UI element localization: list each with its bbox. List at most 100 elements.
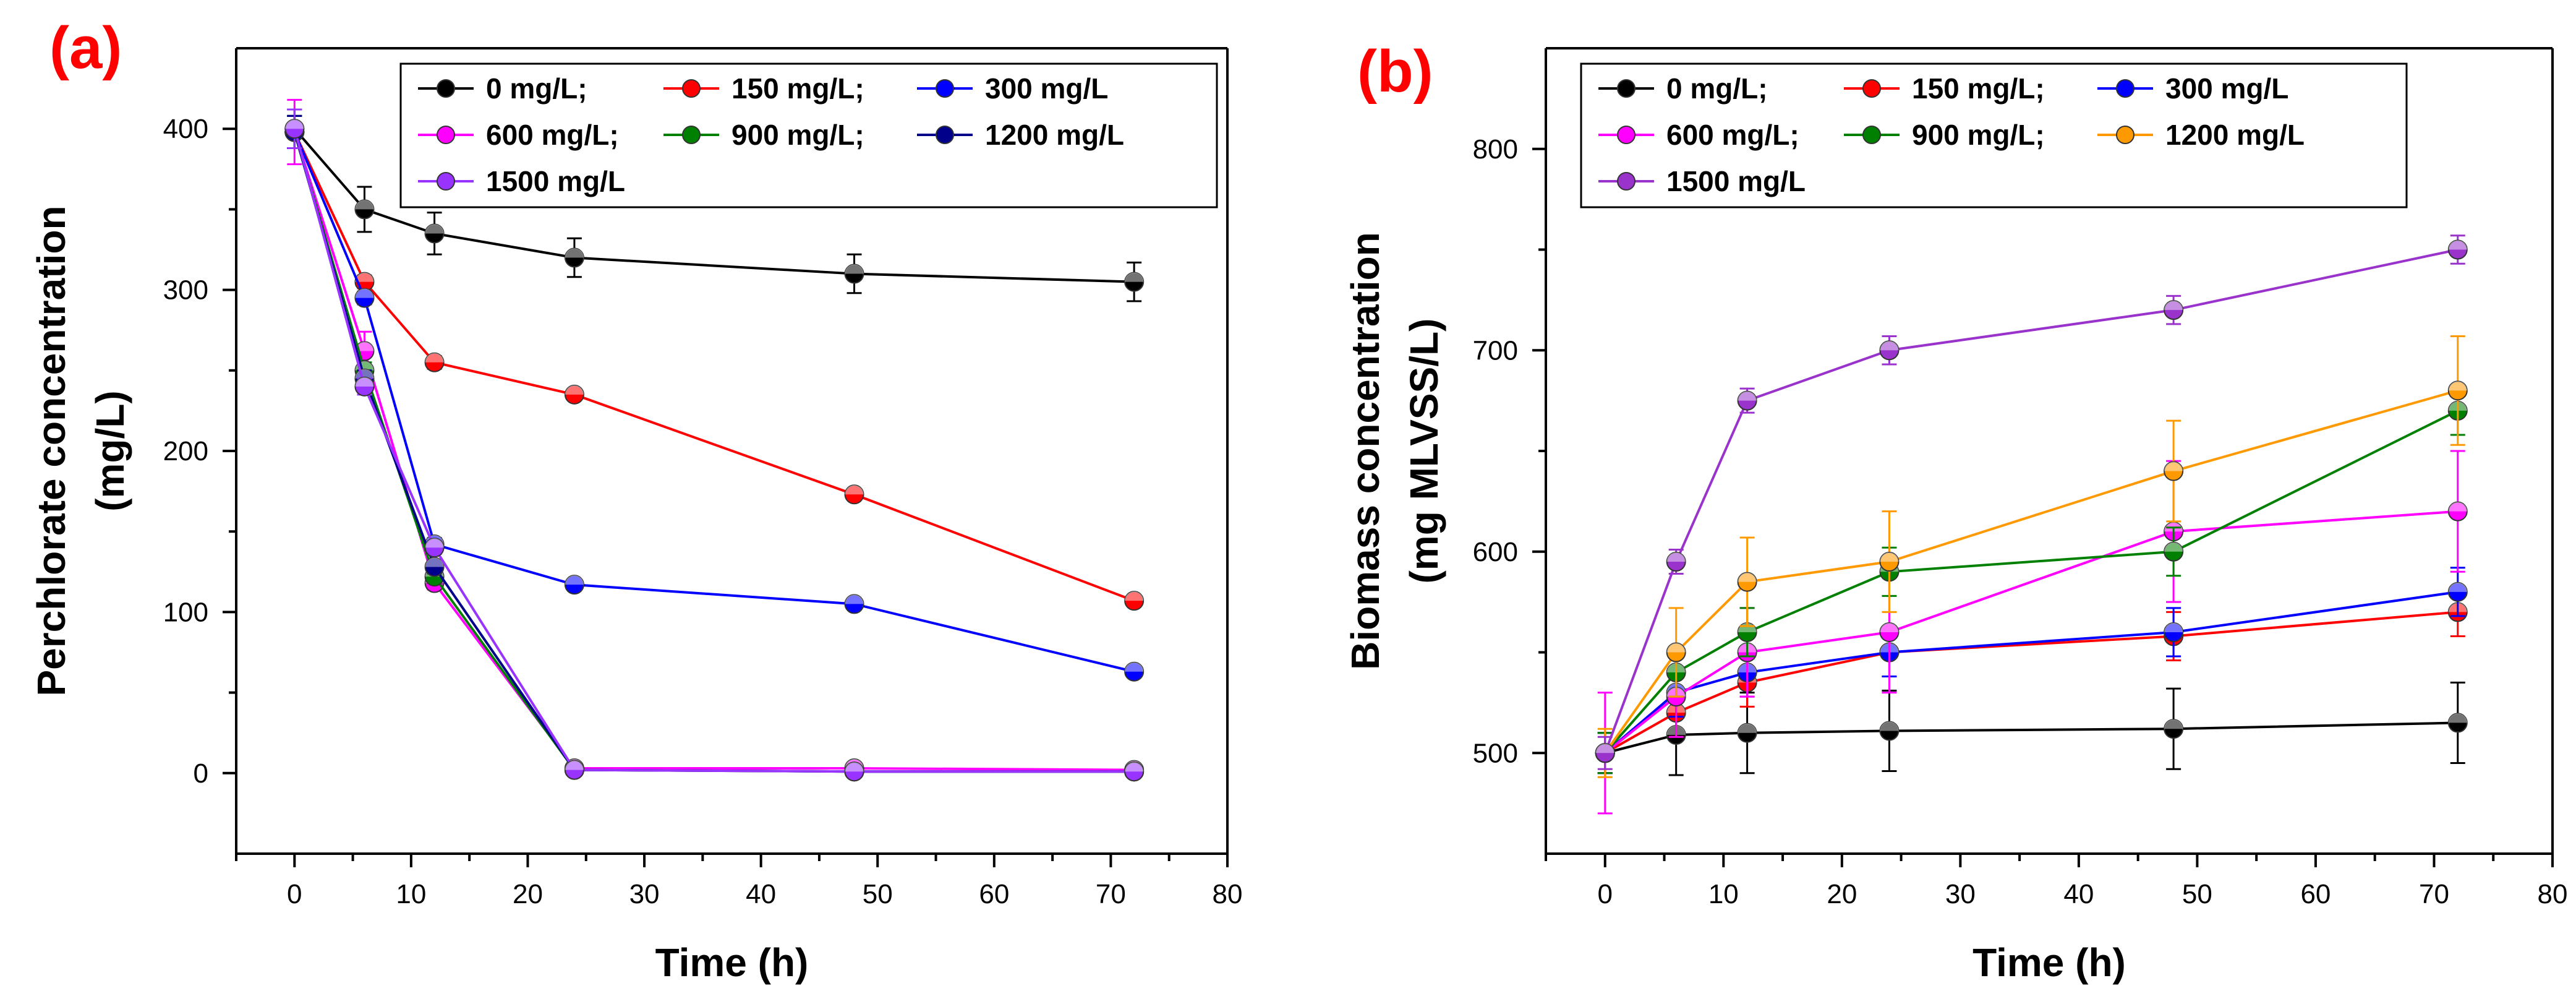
legend-label-a: 0 mg/L;: [486, 72, 587, 105]
series-line-a-1: [293, 131, 1135, 603]
y-axis-title-b: Biomass concentration: [1343, 232, 1388, 670]
panel-a-chart: (a) 0 10 20 30 40 50 60 70 80 0 100 200 300 400 Time (h…: [29, 15, 1242, 985]
legend-label-a: 300 mg/L: [985, 72, 1108, 105]
marker-highlight-a: [565, 385, 584, 395]
legend-b: 0 mg/L; 150 mg/L; 300 mg/L 600 mg/L; 900 mg/…: [1580, 62, 2408, 208]
data-point-b: [2447, 380, 2468, 401]
x-tick-label-b: 0: [1598, 879, 1613, 909]
data-point-b: [1737, 390, 1757, 411]
series-a-1: [284, 114, 1145, 611]
legend-label-b: 600 mg/L;: [1666, 119, 1799, 151]
data-point-a: [844, 484, 864, 505]
legend-marker-a: [682, 79, 701, 98]
data-point-a: [424, 223, 445, 244]
marker-highlight-b: [1880, 341, 1899, 351]
marker-highlight-b: [1666, 643, 1686, 653]
data-point-b: [1737, 572, 1757, 592]
data-point-a: [424, 557, 445, 577]
x-tick-label-a: 70: [1096, 879, 1126, 909]
data-point-b: [2164, 461, 2184, 481]
series-line-b-1: [1604, 611, 2458, 754]
y-tick-label-a: 100: [163, 597, 208, 627]
x-tick-label-b: 40: [2063, 879, 2094, 909]
marker-highlight-b: [2164, 461, 2183, 471]
y-axis-title-a: (mg/L): [88, 390, 132, 512]
x-tick-label-a: 40: [746, 879, 776, 909]
series-line-b-0: [1605, 721, 2458, 755]
data-point-a: [424, 538, 445, 558]
series-line-a-3: [293, 131, 1135, 771]
panel-b-chart: (b) 0 10 20 30 40 50 60 70 80 500 600 700 800 Time (h)…: [1343, 38, 2567, 985]
marker-highlight-b: [1595, 744, 1614, 753]
data-point-a: [354, 199, 375, 220]
legend-a: 0 mg/L; 150 mg/L; 300 mg/L 600 mg/L; 900 mg/…: [399, 62, 1218, 208]
panel-label-b: (b): [1357, 38, 1433, 105]
marker-highlight-a: [355, 377, 374, 387]
series-b-1: [1595, 586, 2468, 774]
y-tick-label-b: 800: [1473, 134, 1518, 165]
series-line-b-5: [1604, 389, 2459, 754]
legend-marker-b: [1617, 126, 1636, 144]
x-tick-label-b: 60: [2300, 879, 2331, 909]
data-point-b: [2164, 300, 2184, 320]
data-point-a: [354, 288, 375, 308]
data-point-a: [564, 760, 584, 780]
legend-label-b: 1500 mg/L: [1666, 165, 1806, 197]
legend-marker-b: [2116, 79, 2135, 98]
marker-highlight-b: [1738, 572, 1757, 582]
data-point-b: [2447, 501, 2468, 521]
y-tick-label-b: 500: [1473, 738, 1518, 768]
legend-label-a: 1500 mg/L: [486, 165, 625, 197]
legend-marker-b: [2116, 126, 2135, 144]
marker-highlight-b: [2448, 240, 2467, 250]
y-tick-label-b: 700: [1473, 335, 1518, 366]
legend-label-a: 600 mg/L;: [486, 119, 619, 151]
series-line-b-4: [1604, 410, 2459, 754]
legend-box-b: [1580, 62, 2408, 208]
series-b-2: [1595, 567, 2468, 774]
data-point-b: [1666, 552, 1686, 572]
data-point-b: [2447, 713, 2468, 733]
x-tick-label-b: 20: [1827, 879, 1857, 909]
data-point-b: [2164, 719, 2184, 739]
legend-marker-a: [437, 79, 455, 98]
series-a-5: [284, 114, 1145, 782]
x-axis-title-b: Time (h): [1973, 940, 2126, 985]
series-a-6: [284, 108, 1145, 782]
legend-label-a: 1200 mg/L: [985, 119, 1124, 151]
series-a-4: [284, 114, 1145, 782]
data-point-a: [424, 352, 445, 372]
legend-label-b: 1200 mg/L: [2165, 119, 2305, 151]
data-point-b: [1879, 552, 1900, 572]
marker-highlight-a: [425, 557, 444, 567]
y-tick-label-a: 400: [163, 114, 208, 144]
x-tick-label-a: 20: [513, 879, 543, 909]
marker-highlight-a: [1125, 762, 1144, 772]
legend-label-b: 0 mg/L;: [1666, 72, 1768, 105]
marker-highlight-a: [845, 264, 864, 274]
panel-label-a: (a): [49, 15, 122, 81]
legend-marker-a: [682, 126, 701, 144]
series-b-5: [1595, 335, 2468, 778]
legend-marker-b: [1862, 79, 1881, 98]
marker-highlight-b: [2164, 542, 2183, 552]
x-tick-label-a: 60: [979, 879, 1009, 909]
data-point-a: [844, 594, 864, 614]
x-tick-label-b: 50: [2182, 879, 2212, 909]
marker-highlight-b: [2448, 582, 2467, 592]
marker-highlight-a: [845, 762, 864, 772]
marker-highlight-a: [355, 288, 374, 298]
legend-marker-b: [1862, 126, 1881, 144]
legend-label-b: 900 mg/L;: [1912, 119, 2045, 151]
data-point-a: [844, 264, 864, 284]
marker-highlight-a: [845, 485, 864, 495]
marker-highlight-b: [1738, 723, 1757, 733]
marker-highlight-b: [1738, 391, 1757, 401]
y-tick-label-a: 300: [163, 275, 208, 306]
marker-highlight-a: [355, 200, 374, 210]
data-point-a: [844, 762, 864, 782]
data-point-b: [1737, 723, 1757, 743]
data-point-b: [1879, 622, 1900, 642]
series-line-b-3: [1604, 510, 2458, 754]
